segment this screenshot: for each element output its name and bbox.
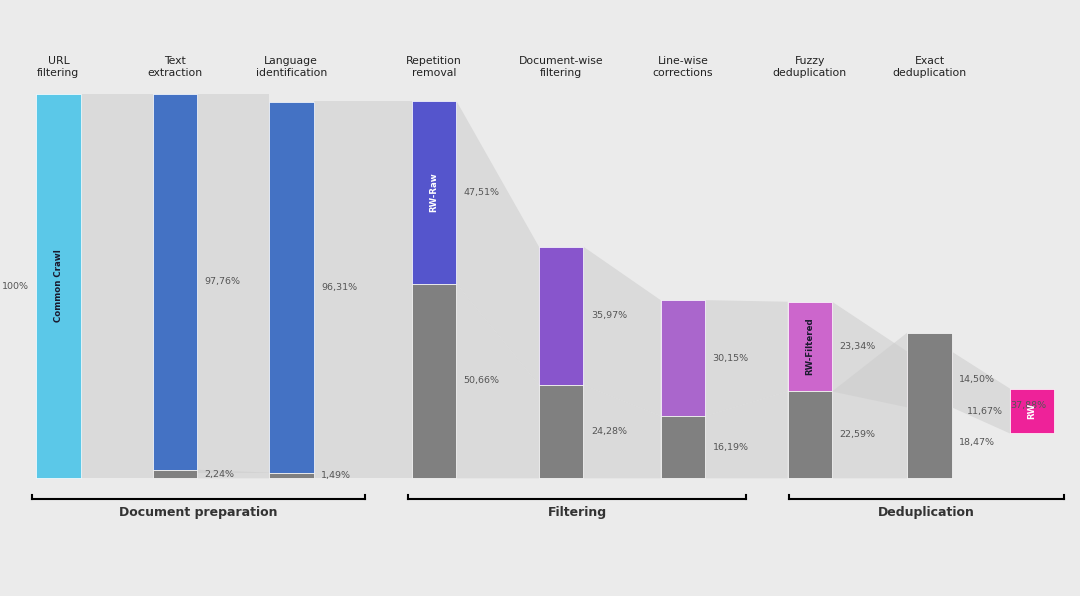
FancyBboxPatch shape [539,385,583,479]
Polygon shape [313,284,411,479]
Text: 50,66%: 50,66% [463,377,500,386]
Text: 37,88%: 37,88% [1010,401,1047,410]
FancyBboxPatch shape [787,392,832,479]
Polygon shape [583,247,661,416]
FancyBboxPatch shape [907,333,951,479]
FancyBboxPatch shape [269,103,313,473]
Text: RW: RW [1028,403,1037,419]
FancyBboxPatch shape [269,473,313,479]
Text: Repetition
removal: Repetition removal [406,56,462,79]
Text: Document-wise
filtering: Document-wise filtering [518,56,604,79]
FancyBboxPatch shape [907,407,951,479]
Text: Language
identification: Language identification [256,56,327,79]
Polygon shape [197,94,269,473]
Text: Document preparation: Document preparation [120,507,278,519]
Text: 16,19%: 16,19% [713,443,748,452]
Polygon shape [583,385,661,479]
Polygon shape [81,94,152,470]
Polygon shape [705,300,787,416]
Text: RW-Filtered: RW-Filtered [806,318,814,375]
Text: 97,76%: 97,76% [204,277,241,286]
Text: Deduplication: Deduplication [878,507,975,519]
FancyBboxPatch shape [539,247,583,385]
Polygon shape [197,470,269,479]
FancyBboxPatch shape [411,101,457,284]
Text: 18,47%: 18,47% [959,438,995,448]
Text: 35,97%: 35,97% [591,311,626,320]
Text: 100%: 100% [2,281,29,291]
FancyBboxPatch shape [1010,389,1054,433]
FancyBboxPatch shape [787,302,832,392]
Text: 11,67%: 11,67% [967,406,1002,415]
FancyBboxPatch shape [152,94,197,470]
Text: Common Crawl: Common Crawl [54,250,63,322]
Polygon shape [832,333,907,479]
Polygon shape [832,302,907,407]
Text: 24,28%: 24,28% [591,427,626,436]
FancyBboxPatch shape [152,470,197,479]
Polygon shape [457,101,539,385]
Text: 47,51%: 47,51% [463,188,500,197]
FancyBboxPatch shape [411,284,457,479]
Text: Line-wise
corrections: Line-wise corrections [652,56,713,79]
FancyBboxPatch shape [661,416,705,479]
Polygon shape [457,284,539,479]
Text: Text
extraction: Text extraction [147,56,202,79]
Text: Filtering: Filtering [548,507,607,519]
Text: 30,15%: 30,15% [713,353,748,362]
Text: RW-Raw: RW-Raw [430,172,438,212]
Polygon shape [705,392,787,479]
Text: 14,50%: 14,50% [959,375,995,384]
Text: 23,34%: 23,34% [839,342,876,351]
FancyBboxPatch shape [37,94,81,479]
Polygon shape [951,352,1010,433]
FancyBboxPatch shape [907,352,951,407]
Text: 2,24%: 2,24% [204,470,234,479]
Text: URL
filtering: URL filtering [38,56,80,79]
Text: 96,31%: 96,31% [321,283,357,292]
Text: 22,59%: 22,59% [839,430,876,439]
FancyBboxPatch shape [661,300,705,416]
Text: Exact
deduplication: Exact deduplication [892,56,967,79]
Polygon shape [313,101,411,284]
Polygon shape [81,470,152,479]
Text: Fuzzy
deduplication: Fuzzy deduplication [773,56,847,79]
Text: 1,49%: 1,49% [321,471,351,480]
